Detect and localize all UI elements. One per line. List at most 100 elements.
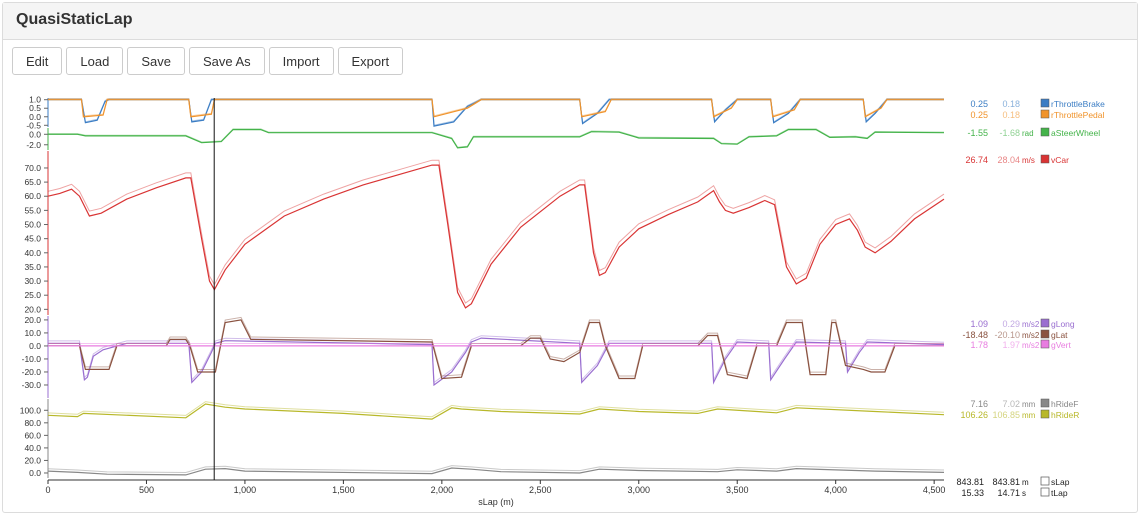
- y-tick-label: -30.0: [22, 380, 42, 390]
- legend-unit: rad: [1022, 129, 1034, 138]
- x-tick-label: 500: [139, 485, 154, 495]
- y-tick-label: 0.0: [29, 341, 41, 351]
- x-tick-label: 0: [45, 485, 50, 495]
- series-ref-gLat: [48, 316, 944, 377]
- series-ref-gLong: [48, 335, 945, 384]
- legend-swatch-aSteerWheel: [1040, 127, 1050, 137]
- legend-value-ref: 0.18: [1002, 99, 1020, 109]
- footer-value-ref: 843.81: [992, 477, 1020, 487]
- footer-swatch-sLap: [1040, 476, 1050, 486]
- series-rThrottlePedal: [48, 99, 944, 118]
- y-tick-label: 60.0: [24, 430, 41, 440]
- y-tick-label: 0.0: [29, 468, 41, 478]
- toolbar: Edit Load Save Save As Import Export: [12, 47, 404, 75]
- series-hRideR: [47, 403, 945, 420]
- legend-swatch-rThrottleBrake: [1040, 98, 1050, 108]
- series-ref-hRideR: [47, 401, 945, 418]
- footer-swatch-tLap: [1040, 487, 1050, 497]
- y-tick-label: 20.0: [24, 455, 41, 465]
- footer-value-current: 15.33: [961, 488, 984, 498]
- series-hRideF: [47, 467, 945, 476]
- footer-value-ref: 14.71: [997, 488, 1020, 498]
- legend-name-gLat: gLat: [1051, 330, 1068, 340]
- series-ref-hRideF: [47, 465, 945, 474]
- y-tick-label: -0.5: [26, 120, 41, 130]
- x-tick-label: 4,500: [923, 485, 946, 495]
- legend-value-current: 0.25: [970, 110, 988, 120]
- legend-value-current: 1.78: [970, 340, 988, 350]
- legend-name-hRideF: hRideF: [1051, 399, 1078, 409]
- load-button[interactable]: Load: [66, 47, 124, 75]
- series-gLong: [48, 337, 945, 387]
- panel-header: QuasiStaticLap: [3, 3, 1137, 40]
- y-tick-label: -20.0: [22, 367, 42, 377]
- save-button[interactable]: Save: [127, 47, 185, 75]
- legend-value-current: -18.48: [962, 330, 988, 340]
- legend-unit: m/s2: [1022, 341, 1040, 350]
- legend-name-aSteerWheel: aSteerWheel: [1051, 128, 1100, 138]
- footer-value-current: 843.81: [956, 477, 984, 487]
- x-tick-label: 2,500: [529, 485, 552, 495]
- legend-value-current: 7.16: [970, 399, 988, 409]
- y-tick-label: 1.0: [29, 95, 41, 105]
- save-as-button[interactable]: Save As: [188, 47, 265, 75]
- y-tick-label: -10.0: [22, 354, 42, 364]
- y-tick-label: 0.0: [29, 129, 41, 139]
- footer-unit: s: [1022, 489, 1026, 498]
- app-title: QuasiStaticLap: [16, 11, 133, 28]
- y-tick-label: 0.5: [29, 103, 41, 113]
- series-vCar: [47, 164, 945, 309]
- legend-value-ref: 7.02: [1002, 399, 1020, 409]
- y-tick-label: 25.0: [24, 290, 41, 300]
- legend-swatch-hRideR: [1040, 409, 1050, 419]
- y-tick-label: 40.0: [24, 248, 41, 258]
- legend-unit: mm: [1022, 400, 1036, 409]
- legend-swatch-gLat: [1040, 329, 1050, 339]
- y-tick-label: 35.0: [24, 262, 41, 272]
- x-tick-label: 3,000: [628, 485, 651, 495]
- y-tick-label: 30.0: [24, 276, 41, 286]
- legend-name-rThrottlePedal: rThrottlePedal: [1051, 110, 1104, 120]
- legend-swatch-vCar: [1040, 154, 1050, 164]
- x-tick-label: 2,000: [431, 485, 454, 495]
- legend-name-vCar: vCar: [1051, 155, 1069, 165]
- series-ref-aSteerWheel: [48, 128, 945, 148]
- x-tick-label: 4,000: [824, 485, 847, 495]
- series-gLat: [48, 319, 944, 380]
- export-button[interactable]: Export: [337, 47, 404, 75]
- legend-value-ref: 106.85: [992, 410, 1020, 420]
- y-tick-label: 20.0: [24, 315, 41, 325]
- legend-swatch-hRideF: [1040, 398, 1050, 408]
- legend-name-hRideR: hRideR: [1051, 410, 1079, 420]
- legend-value-ref: 1.97: [1002, 340, 1020, 350]
- legend-value-ref: 0.18: [1002, 110, 1020, 120]
- panel-accel: 20.010.00.0-10.0-20.0-30.01.09 0.29 m/s2 gL…: [22, 315, 1075, 398]
- legend-value-current: 0.25: [970, 99, 988, 109]
- legend-name-rThrottleBrake: rThrottleBrake: [1051, 99, 1105, 109]
- legend-value-current: 106.26: [960, 410, 988, 420]
- y-tick-label: 80.0: [24, 418, 41, 428]
- y-tick-label: -2.0: [26, 140, 41, 150]
- legend-unit: mm: [1022, 411, 1036, 420]
- legend-unit: m/s: [1022, 156, 1035, 165]
- import-button[interactable]: Import: [268, 47, 334, 75]
- legend-value-ref: 0.29: [1002, 319, 1020, 329]
- legend-swatch-gLong: [1040, 318, 1050, 328]
- legend-value-ref: -1.68: [999, 128, 1020, 138]
- x-tick-label: 1,500: [332, 485, 355, 495]
- y-tick-label: 10.0: [24, 328, 41, 338]
- y-tick-label: 60.0: [24, 191, 41, 201]
- edit-button[interactable]: Edit: [12, 47, 63, 75]
- legend-value-ref: 28.04: [997, 155, 1020, 165]
- legend-unit: m/s2: [1022, 331, 1040, 340]
- y-tick-label: 65.0: [24, 177, 41, 187]
- panel-throttle: 1.00.50.0-0.5 0.25 0.18 rThrottleBrake 0.25 0…: [26, 95, 1105, 131]
- y-tick-label: 0.0: [29, 112, 41, 122]
- x-axis-title: sLap (m): [478, 497, 514, 507]
- legend-value-ref: -20.10: [994, 330, 1020, 340]
- series-ref-rThrottlePedal: [48, 98, 944, 117]
- y-tick-label: 45.0: [24, 234, 41, 244]
- legend-value-current: 1.09: [970, 319, 988, 329]
